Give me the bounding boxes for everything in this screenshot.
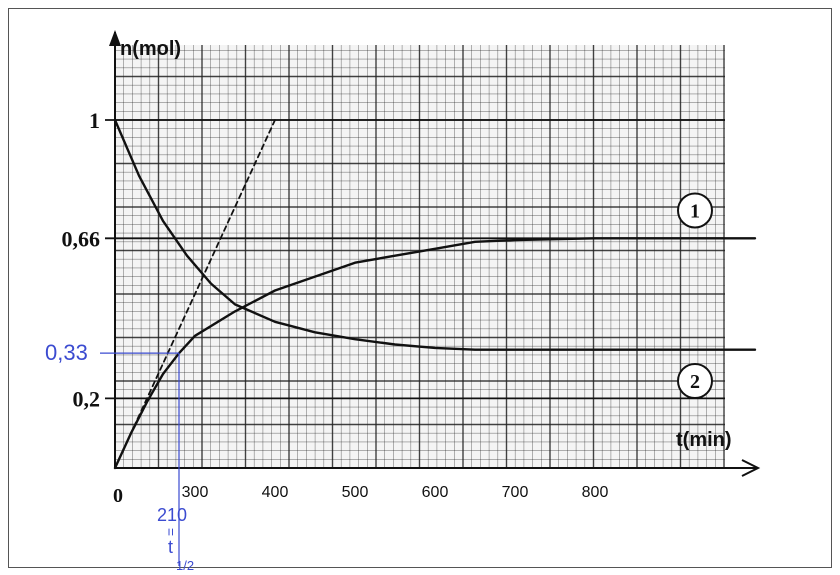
equals-sign: = — [163, 528, 179, 536]
curve-label-1: 1 — [690, 200, 700, 222]
curves — [113, 118, 757, 470]
x-tick-label: 500 — [342, 484, 369, 501]
curve-1 — [113, 237, 757, 470]
x-tick-label: 600 — [422, 484, 449, 501]
x-axis-label: t(min) — [676, 429, 732, 451]
curve-label-circle-2 — [677, 363, 713, 399]
half-life-symbol: t — [168, 537, 173, 557]
curve-2 — [113, 118, 757, 351]
x-tick-label: 800 — [582, 484, 609, 501]
half-time-value: 210 — [157, 505, 187, 525]
x-tick-label: 700 — [502, 484, 529, 501]
curve-label-2: 2 — [690, 371, 700, 393]
x-tick-label: 400 — [262, 484, 289, 501]
labels: 1 2 1 0,66 0,2 0 300 400 500 600 700 800 0,33 210 =t1/… — [45, 108, 713, 573]
curve-label-circle-1 — [677, 192, 713, 229]
tangent-line — [114, 119, 276, 469]
y-tick-label: 0 — [113, 485, 123, 507]
y-axis-arrow — [109, 30, 121, 46]
x-axis-arrow — [741, 459, 761, 477]
x-tick-label: 300 — [182, 484, 209, 501]
grid — [114, 45, 725, 469]
y-axis-label: n(mol) — [120, 38, 181, 60]
half-life-subscript: 1/2 — [176, 558, 194, 573]
half-value-label: 0,33 — [45, 340, 88, 365]
y-tick-label: 0,66 — [62, 226, 101, 251]
y-tick-label: 0,2 — [73, 386, 101, 411]
y-tick-label: 1 — [89, 108, 100, 133]
